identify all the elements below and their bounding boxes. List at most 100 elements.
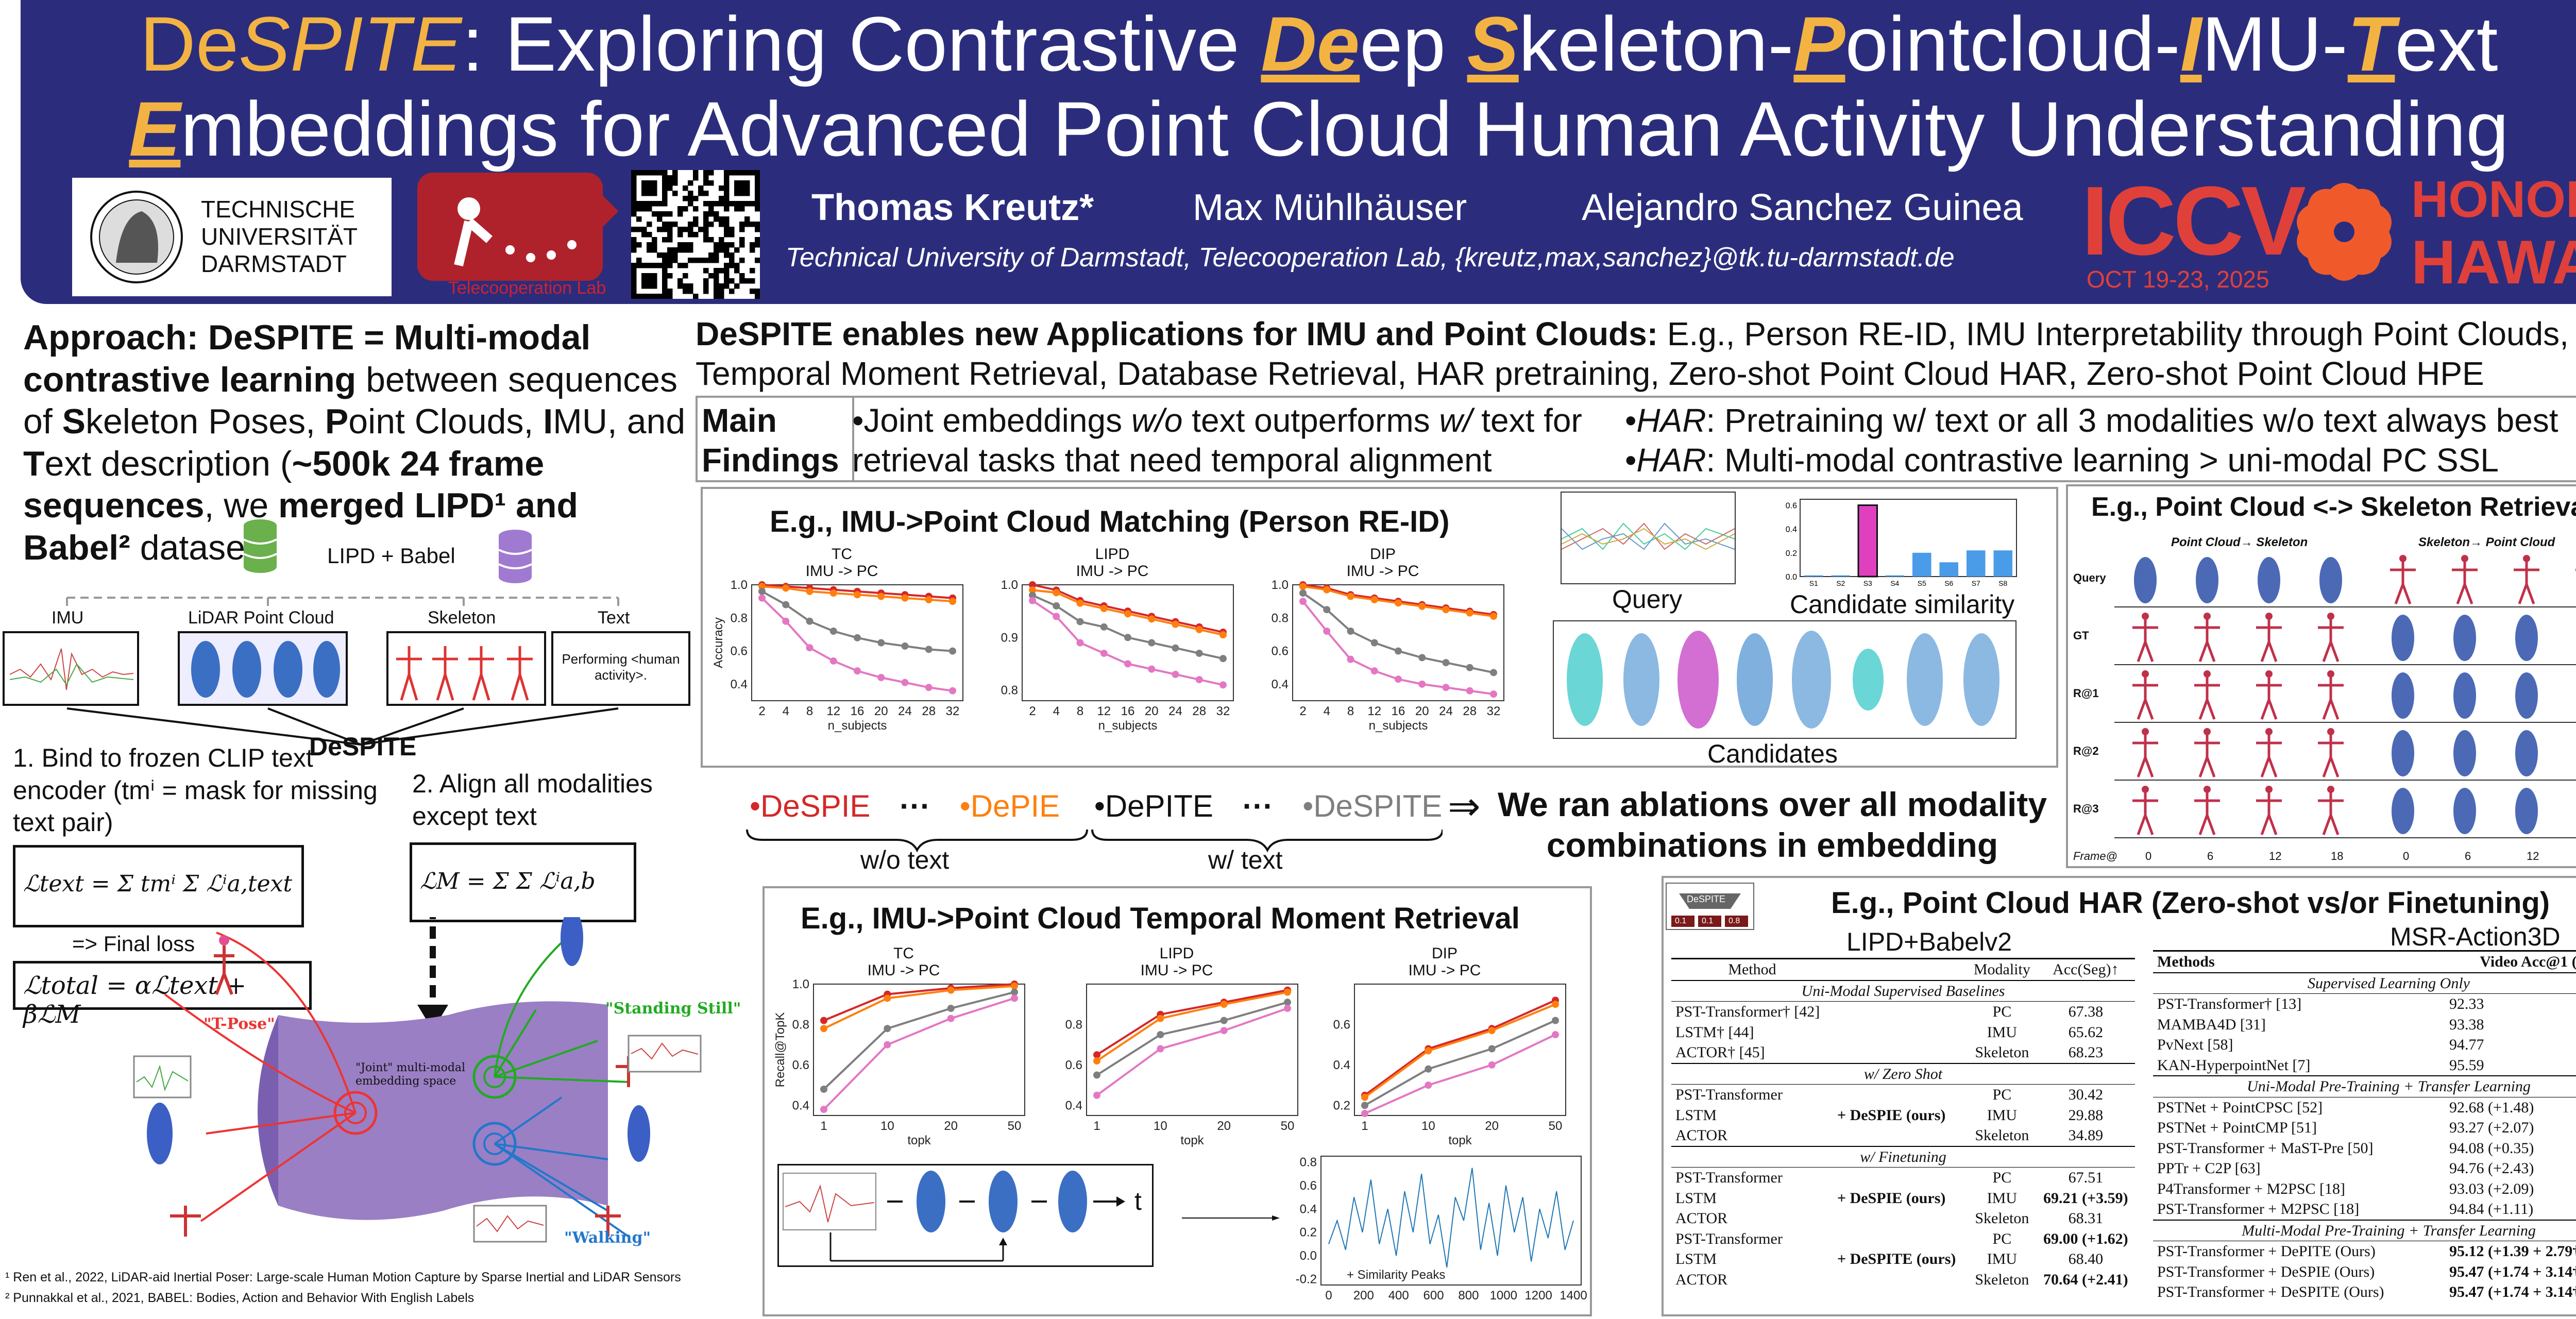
temporal-chart-lipd: LIPD IMU -> PC 0.4 0.6 0.8 1 10 20 50 topk	[1048, 945, 1306, 1149]
x-tick: 8	[1347, 704, 1354, 718]
x-tick: S2	[1836, 579, 1845, 587]
data-point	[1100, 649, 1108, 657]
table-section: Uni-Modal Supervised Baselines	[1671, 979, 2135, 1002]
data-point	[820, 1017, 827, 1024]
y-tick: 1.0	[792, 979, 809, 991]
conf-place-1: HONOLULU	[2411, 171, 2576, 228]
table-row: PST-Transformer + DeSPITE (Ours) 95.47 (+…	[2153, 1282, 2576, 1303]
data-point	[949, 647, 956, 655]
data-point	[1029, 591, 1036, 599]
data-point	[1395, 647, 1402, 655]
data-point	[1219, 655, 1227, 663]
table-row: LSTM + DeSPIE (ours) IMU 29.88	[1671, 1105, 2135, 1126]
data-point	[1219, 681, 1227, 689]
table-cell: KAN-HyperpointNet [7]	[2157, 1056, 2311, 1074]
tud-line-2: UNIVERSITÄT	[201, 223, 358, 250]
lipd-babel-label: LIPD + Babel	[327, 544, 455, 568]
title-seg: ext	[2395, 1, 2498, 87]
table-row: MAMBA4D [31] 93.38	[2153, 1014, 2576, 1035]
x-tick: 4	[1324, 704, 1330, 718]
ref-2: ² Punnakkal et al., 2021, BABEL: Bodies,…	[5, 1291, 474, 1305]
data-point	[1488, 1061, 1496, 1069]
y-tick: 0.8	[1272, 611, 1289, 625]
series-line	[1364, 1034, 1556, 1114]
findings-box: Main Findings •Joint embeddings w/o text…	[696, 396, 2576, 482]
table-cell: 68.40	[2068, 1250, 2104, 1267]
ref-1: ¹ Ren et al., 2022, LiDAR-aid Inertial P…	[5, 1270, 681, 1284]
data-point	[1442, 659, 1450, 667]
chart-plot: 0.40.60.81.02 4 8 12 16 20 24 28 32n_subjectsAcc…	[713, 580, 963, 733]
table-cell: PST-Transformer + M2PSC [18]	[2157, 1200, 2360, 1217]
table-cell: 93.38	[2449, 1016, 2484, 1033]
x-tick: 28	[1192, 704, 1206, 718]
table-cell: LSTM† [44]	[1675, 1023, 1754, 1041]
data-point	[1425, 1081, 1432, 1089]
data-point	[1442, 684, 1450, 691]
candidate-similarity-chart: 0.0 0.2 0.4 0.6 S1 S2 S3 S4 S5 S6 S7 S8	[1786, 499, 2017, 587]
approach-t2: between sequences of	[23, 360, 677, 442]
table-cell: 95.59	[2449, 1056, 2484, 1074]
f1e: text for retrieval tasks that need tempo…	[852, 402, 1582, 479]
x-tick: 16	[1392, 704, 1405, 718]
data-point	[1011, 988, 1018, 996]
f1a: Joint embeddings	[863, 402, 1131, 439]
x-tick: 24	[898, 704, 912, 718]
telecoop-text: Telecooperation Lab	[448, 278, 606, 298]
conf-dates: OCT 19-23, 2025	[2087, 266, 2269, 293]
x-tick: 16	[1121, 704, 1135, 718]
y-tick: 0.8	[792, 1018, 809, 1031]
chart-title-dataset: LIPD	[1095, 546, 1130, 563]
qr-code-icon[interactable]	[631, 170, 760, 299]
applications-rest: E.g., Person RE-ID, IMU Interpretability…	[696, 315, 2569, 392]
skel-ret-title: E.g., Point Cloud <-> Skeleton Retrieval	[2091, 492, 2576, 522]
table-row: LSTM + DeSPIE (ours) IMU 69.21 (+3.59)	[1671, 1188, 2135, 1209]
chart-title: TC IMU -> PC	[775, 945, 1032, 979]
ablation-arrow: ⇒	[1448, 785, 1481, 828]
y-tick: 0.6	[1065, 1058, 1082, 1072]
y-tick: 0.6	[1272, 645, 1289, 658]
table-cell: PSTNet + PointCMP [51]	[2157, 1119, 2317, 1136]
skel-ret-h1: Point Cloud→ Skeleton	[2171, 535, 2308, 549]
chart-title-dataset: TC	[832, 546, 852, 563]
x-tick: 20	[944, 1119, 958, 1133]
table-cell: MAMBA4D [31]	[2157, 1016, 2266, 1033]
reid-chart-lipd: LIPD IMU -> PC 0.8 0.9 1.0 2 4 8 12 16 20 24 28 32 n_s…	[984, 546, 1241, 734]
ablation-dots-1: ···	[900, 789, 931, 823]
table-section: Multi-Modal Pre-Training + Transfer Lear…	[2153, 1219, 2576, 1241]
series-line	[1364, 1019, 1556, 1107]
table-cell	[1833, 1168, 1968, 1188]
data-point	[758, 594, 766, 602]
data-point	[1220, 1001, 1228, 1008]
table-cell: + DeSPITE (ours)	[1837, 1250, 1956, 1267]
ablation-depie: •DePIE	[959, 789, 1060, 823]
tud-line-3: DARMSTADT	[201, 250, 347, 277]
table-cell: 92.68 (+1.48)	[2449, 1098, 2534, 1116]
data-point	[1195, 625, 1203, 633]
final-loss-label: => Final loss	[72, 932, 195, 956]
har-title: E.g., Point Cloud HAR (Zero-shot vs/or F…	[1831, 886, 2550, 920]
title-seg: mbeddings for Advanced Point Cloud Human…	[180, 86, 2509, 172]
table-cell: PPTr + C2P [63]	[2157, 1160, 2261, 1177]
eq-m-box: ℒM = Σ Σ ℒⁱa,b	[410, 842, 636, 922]
wo-text-label: w/o text	[860, 845, 950, 874]
table-cell: ACTOR	[1675, 1210, 1728, 1227]
x-tick: 0	[1325, 1289, 1332, 1303]
data-point	[1395, 675, 1402, 683]
series-line	[1096, 991, 1288, 1062]
cand-sim-label: Candidate similarity	[1790, 590, 2015, 619]
table-cell: 70.64 (+2.41)	[2043, 1271, 2128, 1288]
similarity-legend: + Similarity Peaks	[1347, 1268, 1445, 1282]
table-cell	[1833, 1125, 1968, 1146]
approach-merged: merged LIPD¹ and Babel²	[23, 486, 578, 567]
table-row: PSTNet + PointCPSC [52] 92.68 (+1.48)	[2153, 1097, 2576, 1118]
imu-signal-icon	[9, 648, 134, 690]
title-line-2: Embeddings for Advanced Point Cloud Huma…	[21, 90, 2576, 167]
data-point	[949, 687, 956, 695]
table-cell: PST-Transformer + DeSPIE (Ours)	[2157, 1263, 2375, 1280]
data-point	[1220, 1027, 1228, 1035]
table-row: ACTOR Skeleton 34.89	[1671, 1125, 2135, 1146]
modality-text: Text	[598, 608, 630, 628]
data-point	[1124, 660, 1131, 668]
data-point	[1370, 596, 1378, 603]
